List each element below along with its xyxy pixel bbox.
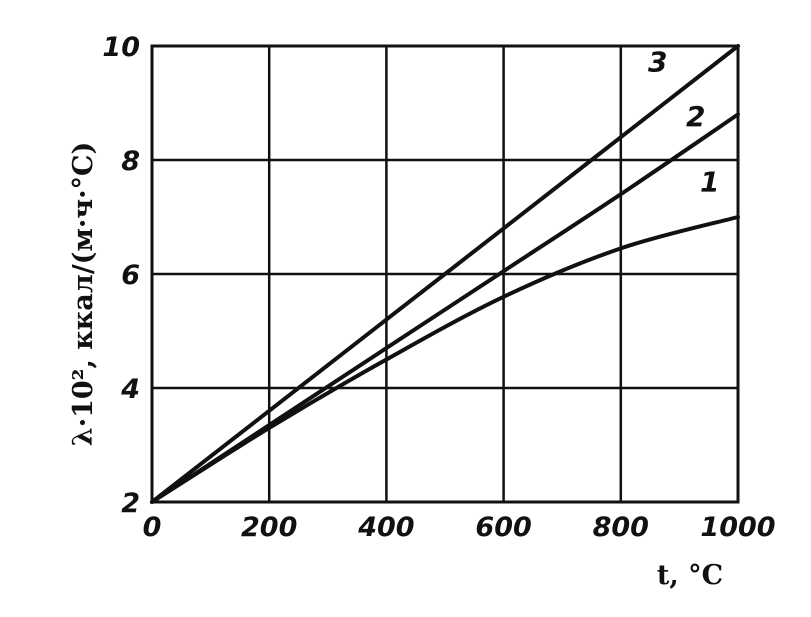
x-tick-label-200: 200 [241,512,297,543]
curves [150,44,740,504]
y-tick-label-8: 8 [121,146,140,177]
y-axis-label: λ·10², ккал/(м·ч·°С) [68,142,99,446]
curve-label-3: 3 [648,46,667,79]
y-tick-label-2: 2 [121,488,140,519]
curve-labels: 1 23 [648,46,719,199]
curve-2 [150,112,740,504]
y-tick-label-6: 6 [121,260,140,291]
x-tick-label-1000: 1000 [700,512,775,543]
curve-label-2: 2 [686,100,705,133]
x-tick-label-400: 400 [357,512,414,543]
curve-label-1: 1 [700,165,719,198]
axis-titles: λ·10², ккал/(м·ч·°С) t, °C [68,142,723,591]
plot-frame [150,44,740,504]
x-tick-label-600: 600 [475,512,531,543]
y-tick-label-10: 10 [102,32,140,63]
x-axis-label: t, °C [657,560,723,591]
curve-1 [150,215,740,504]
x-tick-label-0: 0 [143,512,162,543]
x-tick-label-800: 800 [593,512,649,543]
curve-3 [150,44,740,504]
y-tick-label-4: 4 [120,374,140,405]
tick-labels: 0 200 400 600 800 1000 2 4 6 8 10 [102,32,775,543]
